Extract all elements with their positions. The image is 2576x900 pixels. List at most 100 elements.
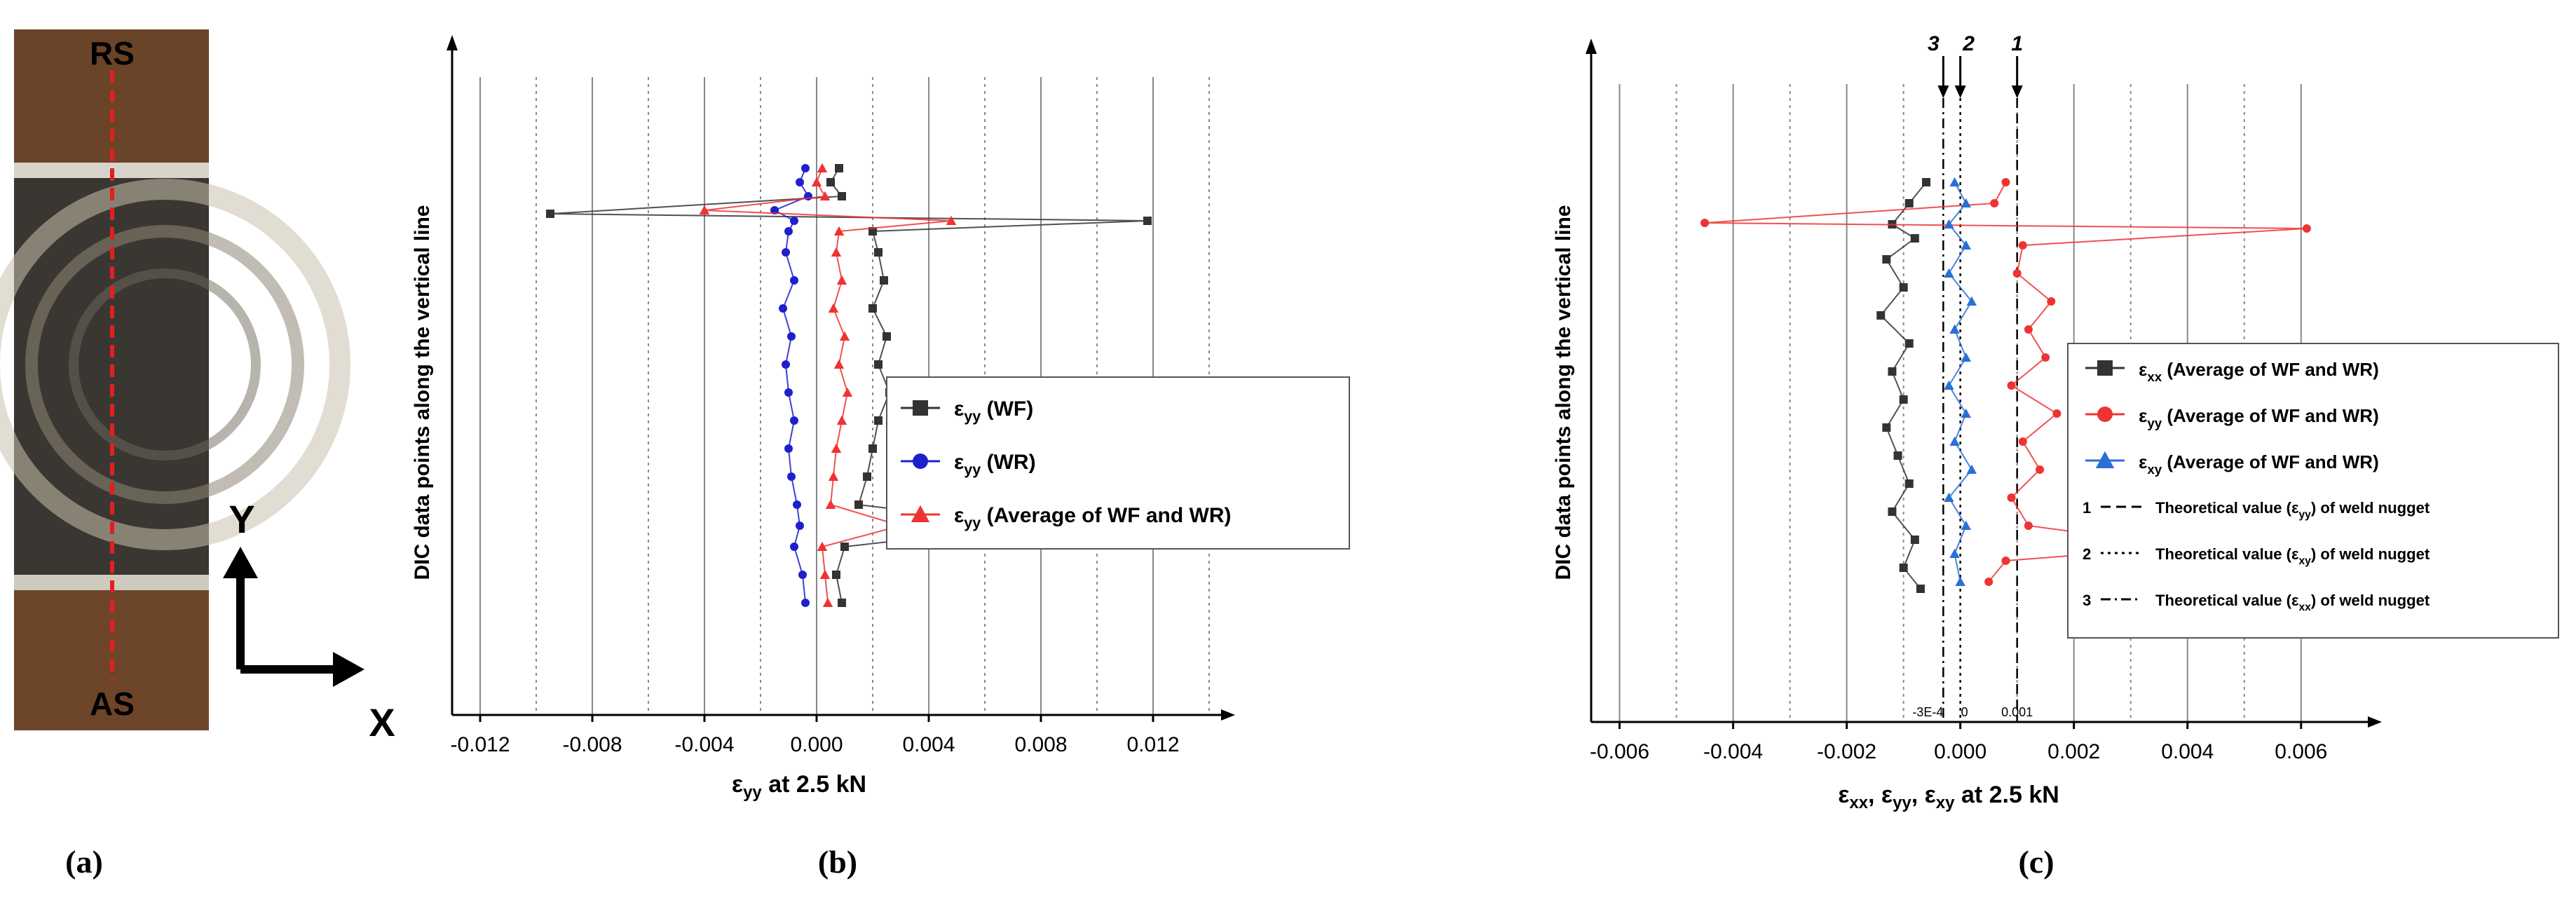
data-point <box>863 472 871 481</box>
chart-c-y-arrow-icon <box>1586 39 1597 54</box>
panel-label-c: (c) <box>2018 844 2054 880</box>
data-point <box>546 210 554 218</box>
legend-label: εyy (Average of WF and WR) <box>2139 405 2379 430</box>
chart-b-x-label: εyy at 2.5 kN <box>732 771 866 802</box>
data-point <box>1949 177 1960 186</box>
data-point <box>699 205 710 214</box>
data-point <box>1961 520 1971 530</box>
data-point <box>2007 381 2016 390</box>
data-point <box>801 599 810 607</box>
x-tick-label: 0.002 <box>2047 740 2100 763</box>
reference-arrow-icon <box>2011 86 2023 98</box>
chart-c-series <box>1701 177 2311 593</box>
x-extra-tick-label: 0 <box>1961 705 1968 719</box>
data-point <box>836 415 847 425</box>
series-xy-2 <box>1944 177 1977 586</box>
data-point <box>2052 409 2062 418</box>
data-point <box>2001 178 2010 186</box>
data-point <box>1961 408 1971 418</box>
x-tick-label: 0.004 <box>902 733 955 756</box>
x-tick-label: -0.012 <box>450 733 510 756</box>
data-point <box>1949 324 1960 334</box>
legend-marker-circle <box>913 454 928 469</box>
data-point <box>826 178 835 186</box>
legend-marker-square <box>2097 360 2113 376</box>
x-tick-label: 0.004 <box>2161 740 2214 763</box>
panel-label-a: (a) <box>65 844 103 880</box>
data-point <box>796 178 804 186</box>
chart-b-legend-box <box>886 376 1350 550</box>
data-point <box>1876 311 1886 320</box>
data-point <box>782 248 790 257</box>
data-point <box>1916 585 1925 593</box>
x-tick-label: 0.008 <box>1014 733 1067 756</box>
legend-label: Theoretical value (εxx) of weld nugget <box>2155 592 2430 613</box>
series-yy-1 <box>770 164 812 607</box>
data-point <box>1899 564 1908 572</box>
specimen-photo: RS AS <box>0 29 350 730</box>
data-point <box>880 276 888 285</box>
data-point <box>1961 198 1971 207</box>
series-yy-1 <box>1701 178 2311 586</box>
data-point <box>868 304 877 313</box>
legend-label: εyy (WR) <box>954 451 1036 478</box>
data-point <box>1899 283 1908 292</box>
data-point <box>828 303 839 313</box>
reference-label-3: 3 <box>1928 32 1940 55</box>
data-point <box>874 416 882 425</box>
data-point <box>1949 548 1960 558</box>
data-point <box>2041 353 2050 362</box>
photo-weld-swirl <box>0 179 350 550</box>
chart-c-reference-lines: 1 23 <box>1928 32 2023 722</box>
data-point <box>796 521 804 530</box>
x-extra-tick-label: -3E-4 <box>1912 705 1943 719</box>
data-point <box>790 276 798 285</box>
data-point <box>874 248 882 257</box>
chart-b-legend: εyy (WF) εyy (WR) εyy (Average of WF and W… <box>886 376 1350 550</box>
x-tick-label: 0.006 <box>2275 740 2327 763</box>
chart-b-y-label: DIC data points along the vertical line <box>411 205 434 580</box>
photo-top-label: RS <box>90 35 135 71</box>
data-point <box>833 359 845 369</box>
x-tick-label: -0.004 <box>1703 740 1763 763</box>
legend-number: 1 <box>2083 499 2091 517</box>
data-point <box>779 304 787 313</box>
data-point <box>1949 436 1960 446</box>
legend-number: 2 <box>2083 545 2091 563</box>
data-point <box>770 206 779 214</box>
data-point <box>839 331 850 341</box>
data-point <box>2024 325 2033 334</box>
data-point <box>854 500 863 509</box>
legend-marker-square <box>913 400 928 416</box>
data-point <box>1882 255 1891 264</box>
data-point <box>1910 234 1919 243</box>
data-point <box>2024 521 2033 530</box>
x-tick-label: -0.008 <box>562 733 622 756</box>
chart-b-y-arrow-icon <box>447 35 458 50</box>
axes-indicator: Y X <box>223 497 395 744</box>
reference-label-2: 2 <box>1962 32 1975 55</box>
data-point <box>831 443 842 453</box>
data-point <box>2302 224 2311 233</box>
data-point <box>819 569 831 579</box>
data-point <box>1961 240 1971 250</box>
data-point <box>2012 269 2022 278</box>
data-point <box>2036 465 2045 474</box>
data-point <box>1904 339 1914 348</box>
series-line <box>1704 182 2307 582</box>
data-point <box>784 388 793 397</box>
panel-label-b: (b) <box>818 844 857 880</box>
data-point <box>784 444 793 453</box>
legend-label: εxy (Average of WF and WR) <box>2139 451 2379 477</box>
data-point <box>1893 451 1902 460</box>
data-point <box>838 599 846 607</box>
reference-arrow-icon <box>1954 86 1966 98</box>
chart-b-x-arrow-icon <box>1221 709 1235 721</box>
x-tick-label: -0.004 <box>674 733 734 756</box>
data-point <box>1944 219 1954 229</box>
chart-c-legend-box <box>2067 343 2559 639</box>
chart-b: -0.012 -0.008 -0.004 0.000 0.004 0.008 0.012 D… <box>411 35 1350 802</box>
data-point <box>1701 219 1710 227</box>
data-point <box>787 332 796 341</box>
